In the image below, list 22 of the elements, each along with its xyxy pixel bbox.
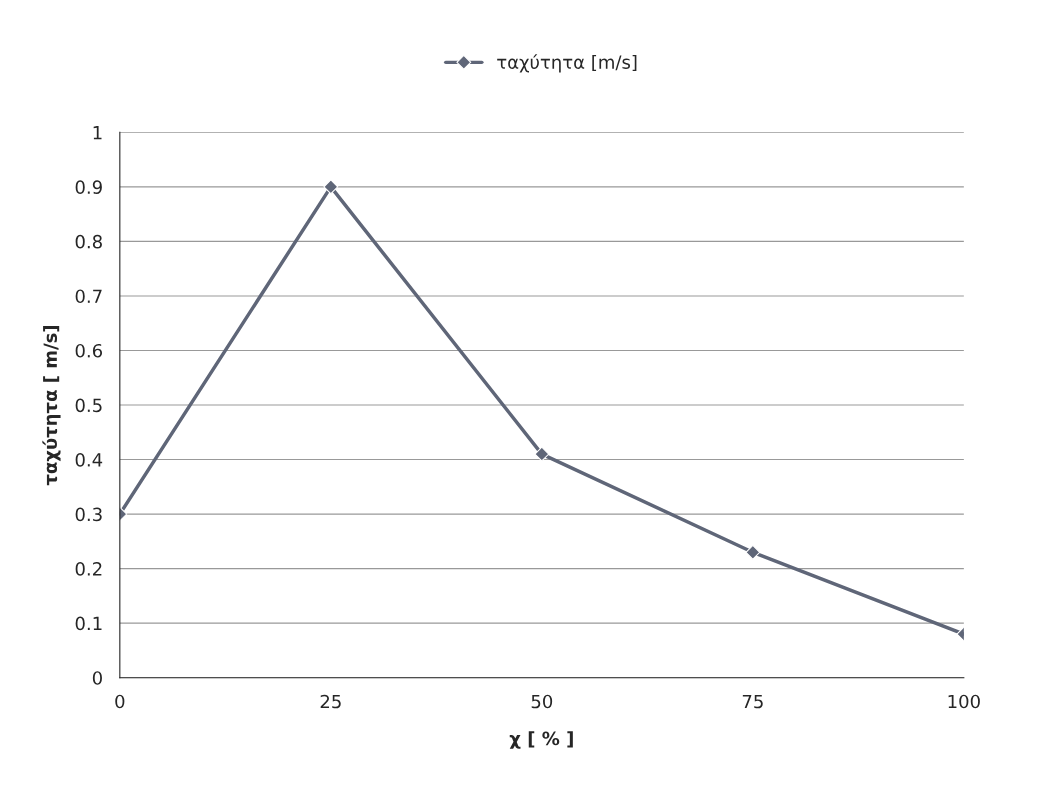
y-tick-label: 0.2 bbox=[75, 562, 102, 576]
y-tick-label: 0 bbox=[92, 671, 102, 685]
x-tick-label: 100 bbox=[948, 694, 980, 709]
point bbox=[745, 544, 761, 560]
y-tick-label: 0.1 bbox=[75, 616, 102, 631]
y-tick-label: 0.8 bbox=[75, 234, 102, 249]
y-tick-label: 0.7 bbox=[75, 289, 102, 304]
y-tick-label: 0.5 bbox=[75, 398, 102, 413]
point bbox=[323, 179, 339, 195]
point bbox=[534, 446, 550, 462]
y-tick-label: 0.4 bbox=[75, 453, 103, 467]
x-tick-label: 50 bbox=[531, 694, 553, 709]
x-tick-label: 25 bbox=[320, 694, 341, 709]
y-tick-label: 1 bbox=[93, 126, 102, 140]
legend-label: ταχύτητα [m/s] bbox=[497, 54, 637, 73]
x-tick-label: 75 bbox=[742, 694, 763, 709]
x-tick-label: 0 bbox=[115, 694, 125, 709]
y-tick-label: 0.6 bbox=[75, 343, 103, 358]
y-axis-title: ταχύτητα [ m/s] bbox=[42, 325, 61, 486]
x-axis-title: χ [ % ] bbox=[509, 731, 573, 749]
y-tick-label: 0.9 bbox=[75, 180, 102, 194]
y-tick-label: 0.3 bbox=[75, 507, 102, 522]
